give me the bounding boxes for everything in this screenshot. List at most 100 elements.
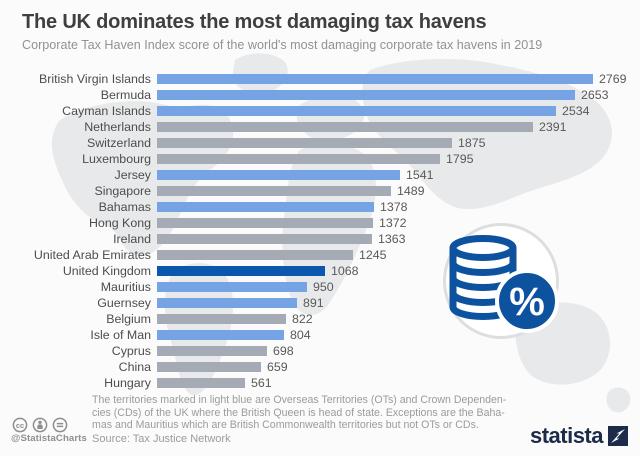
country-label: Cayman Islands bbox=[62, 104, 151, 118]
value-label: 1363 bbox=[378, 232, 406, 246]
bar-guernsey bbox=[157, 297, 297, 309]
chart-row: Guernsey 891 bbox=[0, 295, 640, 311]
value-label: 822 bbox=[292, 312, 313, 326]
license-icons: cc bbox=[12, 417, 68, 433]
chart-row: Belgium 822 bbox=[0, 311, 640, 327]
chart-row: Luxembourg 1795 bbox=[0, 151, 640, 167]
country-label: United Kingdom bbox=[62, 264, 151, 278]
bar-jersey bbox=[157, 169, 400, 181]
percent-badge-icon: % bbox=[495, 269, 559, 333]
chart-row: Switzerland 1875 bbox=[0, 135, 640, 151]
chart-subtitle: Corporate Tax Haven Index score of the w… bbox=[22, 38, 543, 52]
bar-singapore bbox=[157, 185, 391, 197]
chart-row: British Virgin Islands 2769 bbox=[0, 71, 640, 87]
bar-cyprus bbox=[157, 345, 267, 357]
bar-luxembourg bbox=[157, 153, 440, 165]
bar-rows: British Virgin Islands 2769 Bermuda 2653 Cay… bbox=[0, 71, 640, 391]
value-label: 1378 bbox=[380, 200, 408, 214]
value-label: 1541 bbox=[406, 168, 434, 182]
footnote-line-3: mas and Mauritius which are British Comm… bbox=[92, 419, 479, 432]
country-label: Bermuda bbox=[100, 88, 151, 102]
svg-text:cc: cc bbox=[16, 421, 24, 430]
value-label: 1795 bbox=[446, 152, 474, 166]
country-label: Jersey bbox=[114, 168, 152, 182]
coins-percent-icon: % bbox=[443, 223, 559, 339]
chart-row: Jersey 1541 bbox=[0, 167, 640, 183]
chart-row: Bermuda 2653 bbox=[0, 87, 640, 103]
header: The UK dominates the most damaging tax h… bbox=[22, 11, 542, 52]
chart-row: Ireland 1363 bbox=[0, 231, 640, 247]
no-derivatives-icon bbox=[52, 417, 68, 433]
value-label: 1875 bbox=[458, 136, 486, 150]
country-label: Bahamas bbox=[98, 200, 151, 214]
bar-united-arab-emirates bbox=[157, 249, 353, 261]
country-label: Cyprus bbox=[111, 344, 151, 358]
bar-hong-kong bbox=[157, 217, 373, 229]
country-label: Belgium bbox=[106, 312, 151, 326]
country-label: Netherlands bbox=[84, 120, 151, 134]
value-label: 1245 bbox=[359, 248, 387, 262]
country-label: Singapore bbox=[94, 184, 152, 198]
chart-row: Mauritius 950 bbox=[0, 279, 640, 295]
bar-british-virgin-islands bbox=[157, 73, 593, 85]
country-label: Mauritius bbox=[100, 280, 151, 294]
chart-title: The UK dominates the most damaging tax h… bbox=[22, 11, 487, 33]
bar-netherlands bbox=[157, 121, 533, 133]
country-label: Ireland bbox=[113, 232, 151, 246]
bar-china bbox=[157, 361, 261, 373]
attribution-icon bbox=[32, 417, 48, 433]
statista-handle: @StatistaCharts bbox=[11, 433, 87, 444]
country-label: Guernsey bbox=[97, 296, 151, 310]
source-text: Source: Tax Justice Network bbox=[92, 433, 231, 445]
chart-row: Cayman Islands 2534 bbox=[0, 103, 640, 119]
bar-hungary bbox=[157, 377, 245, 389]
value-label: 2653 bbox=[581, 88, 609, 102]
bar-bermuda bbox=[157, 89, 575, 101]
statista-wordmark: statista bbox=[529, 423, 604, 448]
chart-row: Singapore 1489 bbox=[0, 183, 640, 199]
bar-mauritius bbox=[157, 281, 307, 293]
value-label: 1068 bbox=[331, 264, 359, 278]
chart-row: United Kingdom 1068 bbox=[0, 263, 640, 279]
chart-row: Netherlands 2391 bbox=[0, 119, 640, 135]
value-label: 891 bbox=[303, 296, 324, 310]
country-label: Switzerland bbox=[86, 136, 151, 150]
value-label: 1489 bbox=[397, 184, 425, 198]
footnote-line-1: The territories marked in light blue are… bbox=[92, 394, 507, 406]
country-label: Luxembourg bbox=[82, 152, 151, 166]
bar-isle-of-man bbox=[157, 329, 284, 341]
value-label: 659 bbox=[267, 360, 288, 374]
chart-row: Isle of Man 804 bbox=[0, 327, 640, 343]
bar-ireland bbox=[157, 233, 372, 245]
country-label: Isle of Man bbox=[90, 328, 151, 342]
chart-row: China 659 bbox=[0, 359, 640, 375]
country-label: China bbox=[118, 360, 151, 374]
value-label: 698 bbox=[273, 344, 294, 358]
country-label: Hungary bbox=[104, 376, 151, 390]
chart-row: Hong Kong 1372 bbox=[0, 215, 640, 231]
cc-icon: cc bbox=[12, 417, 28, 433]
value-label: 1372 bbox=[379, 216, 407, 230]
country-label: British Virgin Islands bbox=[38, 72, 151, 86]
bar-bahamas bbox=[157, 201, 374, 213]
country-label: Hong Kong bbox=[88, 216, 151, 230]
value-label: 2534 bbox=[562, 104, 590, 118]
chart-row: United Arab Emirates 1245 bbox=[0, 247, 640, 263]
value-label: 2769 bbox=[599, 72, 627, 86]
footnote: The territories marked in light blue are… bbox=[92, 394, 506, 432]
value-label: 950 bbox=[313, 280, 334, 294]
chart-row: Cyprus 698 bbox=[0, 343, 640, 359]
country-label: United Arab Emirates bbox=[33, 248, 151, 262]
statista-logo-mark-icon bbox=[608, 426, 628, 446]
bar-switzerland bbox=[157, 137, 452, 149]
bar-united-kingdom bbox=[157, 265, 325, 277]
value-label: 561 bbox=[251, 376, 272, 390]
bar-cayman-islands bbox=[157, 105, 556, 117]
chart-row: Hungary 561 bbox=[0, 375, 640, 391]
chart-row: Bahamas 1378 bbox=[0, 199, 640, 215]
value-label: 804 bbox=[290, 328, 311, 342]
statista-logo: statista bbox=[530, 423, 628, 449]
footnote-line-2: cies (CDs) of the UK where the British Q… bbox=[92, 406, 505, 419]
svg-text:%: % bbox=[509, 280, 545, 324]
